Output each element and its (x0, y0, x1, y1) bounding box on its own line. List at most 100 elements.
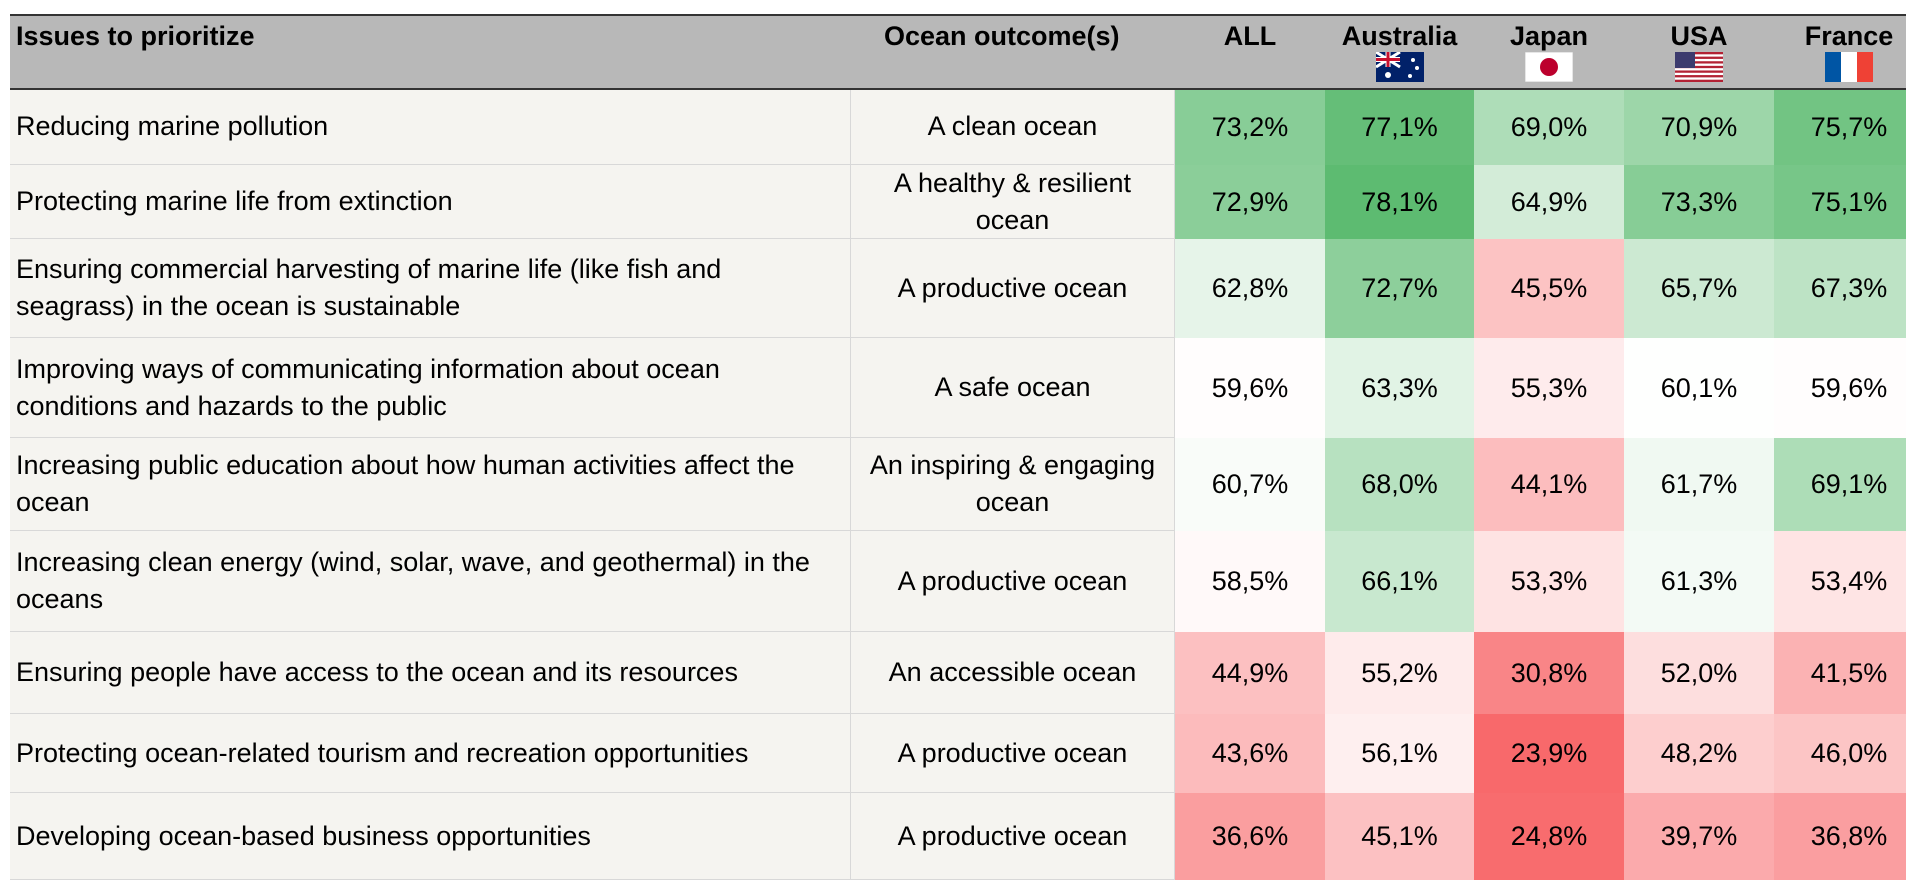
issue-cell: Ensuring people have access to the ocean… (10, 632, 851, 714)
cell-text: 60,1% (1660, 372, 1738, 403)
value-cell: 66,1% (1325, 531, 1474, 632)
cell-text: 45,5% (1510, 273, 1588, 303)
cell-text: Ensuring people have access to the ocean… (16, 657, 738, 687)
value-cell: 52,0% (1624, 632, 1774, 714)
cell-text: Ocean outcome(s) (884, 21, 1120, 51)
cell-text: 78,1% (1361, 186, 1438, 217)
flag-icon (1825, 52, 1873, 82)
cell-text: 69,1% (1810, 469, 1888, 499)
value-cell: 69,1% (1774, 438, 1906, 531)
value-cell: 73,3% (1624, 165, 1774, 239)
value-cell: 75,1% (1774, 165, 1906, 239)
cell-text: An accessible ocean (888, 657, 1137, 687)
outcome-cell: An inspiring & engaging ocean (851, 438, 1175, 531)
value-cell: 64,9% (1474, 165, 1624, 239)
header-cell: Ocean outcome(s) (851, 16, 1175, 89)
cell-text: 75,1% (1810, 186, 1888, 217)
cell-text: Australia (1341, 21, 1458, 51)
cell-text: ALL (1223, 21, 1277, 51)
value-cell: 44,9% (1175, 632, 1325, 714)
value-cell: 58,5% (1175, 531, 1325, 632)
issue-cell: Ensuring commercial harvesting of marine… (10, 239, 851, 338)
outcome-cell: An accessible ocean (851, 632, 1175, 714)
cell-text: Increasing clean energy (wind, solar, wa… (16, 547, 810, 614)
cell-text: Issues to prioritize (16, 21, 255, 51)
cell-text: A productive ocean (897, 820, 1128, 851)
value-cell: 45,5% (1474, 239, 1624, 338)
header-cell: USA (1624, 16, 1774, 89)
cell-text: 61,3% (1660, 566, 1738, 596)
cell-text: 75,7% (1810, 111, 1888, 142)
issue-cell: Improving ways of communicating informat… (10, 338, 851, 438)
value-cell: 55,3% (1474, 338, 1624, 438)
cell-text: 65,7% (1660, 273, 1738, 303)
cell-text: A productive ocean (897, 737, 1128, 768)
cell-text: 70,9% (1660, 111, 1738, 142)
issue-cell: Developing ocean-based business opportun… (10, 793, 851, 880)
value-cell: 48,2% (1624, 714, 1774, 793)
value-cell: 46,0% (1774, 714, 1906, 793)
cell-text: Japan (1509, 21, 1589, 51)
cell-text: 30,8% (1510, 657, 1588, 688)
cell-text: Ensuring commercial harvesting of marine… (16, 254, 722, 321)
value-cell: 67,3% (1774, 239, 1906, 338)
issue-cell: Protecting ocean-related tourism and rec… (10, 714, 851, 793)
cell-text: 77,1% (1361, 111, 1438, 142)
value-cell: 55,2% (1325, 632, 1474, 714)
value-cell: 61,3% (1624, 531, 1774, 632)
cell-text: Protecting ocean-related tourism and rec… (16, 737, 749, 768)
value-cell: 39,7% (1624, 793, 1774, 880)
cell-text: 58,5% (1211, 566, 1289, 596)
header-cell: Australia (1325, 16, 1474, 89)
cell-text: 53,4% (1810, 566, 1888, 596)
cell-text: A safe ocean (934, 372, 1091, 402)
value-cell: 23,9% (1474, 714, 1624, 793)
cell-text: 62,8% (1211, 273, 1289, 303)
cell-text: Increasing public education about how hu… (16, 450, 795, 517)
value-cell: 45,1% (1325, 793, 1474, 880)
cell-text: 67,3% (1810, 273, 1888, 303)
value-cell: 56,1% (1325, 714, 1474, 793)
cell-text: 53,3% (1510, 566, 1588, 596)
cell-text: France (1804, 21, 1894, 51)
value-cell: 70,9% (1624, 89, 1774, 165)
value-cell: 30,8% (1474, 632, 1624, 714)
cell-text: 59,6% (1810, 372, 1888, 403)
value-cell: 36,6% (1175, 793, 1325, 880)
cell-text: A clean ocean (927, 111, 1098, 141)
value-cell: 41,5% (1774, 632, 1906, 714)
value-cell: 75,7% (1774, 89, 1906, 165)
cell-text: 61,7% (1660, 469, 1738, 499)
cell-text: 39,7% (1660, 821, 1738, 851)
cell-text: 72,7% (1361, 273, 1438, 303)
value-cell: 24,8% (1474, 793, 1624, 880)
value-cell: 62,8% (1175, 239, 1325, 338)
value-cell: 61,7% (1624, 438, 1774, 531)
value-cell: 63,3% (1325, 338, 1474, 438)
value-cell: 60,7% (1175, 438, 1325, 531)
flag-icon (1375, 52, 1424, 82)
cell-text: Improving ways of communicating informat… (16, 353, 720, 421)
issue-cell: Protecting marine life from extinction (10, 165, 851, 239)
outcome-cell: A healthy & resilient ocean (851, 165, 1175, 239)
cell-text: Developing ocean-based business opportun… (16, 820, 591, 851)
value-cell: 44,1% (1474, 438, 1624, 531)
value-cell: 53,3% (1474, 531, 1624, 632)
value-cell: 68,0% (1325, 438, 1474, 531)
cell-text: 60,7% (1211, 469, 1289, 499)
cell-text: 56,1% (1361, 738, 1438, 768)
cell-text: 43,6% (1211, 738, 1289, 768)
cell-text: 44,1% (1510, 469, 1588, 499)
outcome-cell: A productive ocean (851, 531, 1175, 632)
outcome-cell: A productive ocean (851, 793, 1175, 880)
value-cell: 69,0% (1474, 89, 1624, 165)
header-cell: ALL (1175, 16, 1325, 89)
cell-text: 63,3% (1361, 372, 1438, 403)
value-cell: 60,1% (1624, 338, 1774, 438)
header-bottom-border (10, 88, 1906, 90)
value-cell: 36,8% (1774, 793, 1906, 880)
cell-text: 36,8% (1810, 821, 1888, 851)
cell-text: 73,2% (1211, 111, 1289, 142)
cell-text: 59,6% (1211, 372, 1289, 403)
